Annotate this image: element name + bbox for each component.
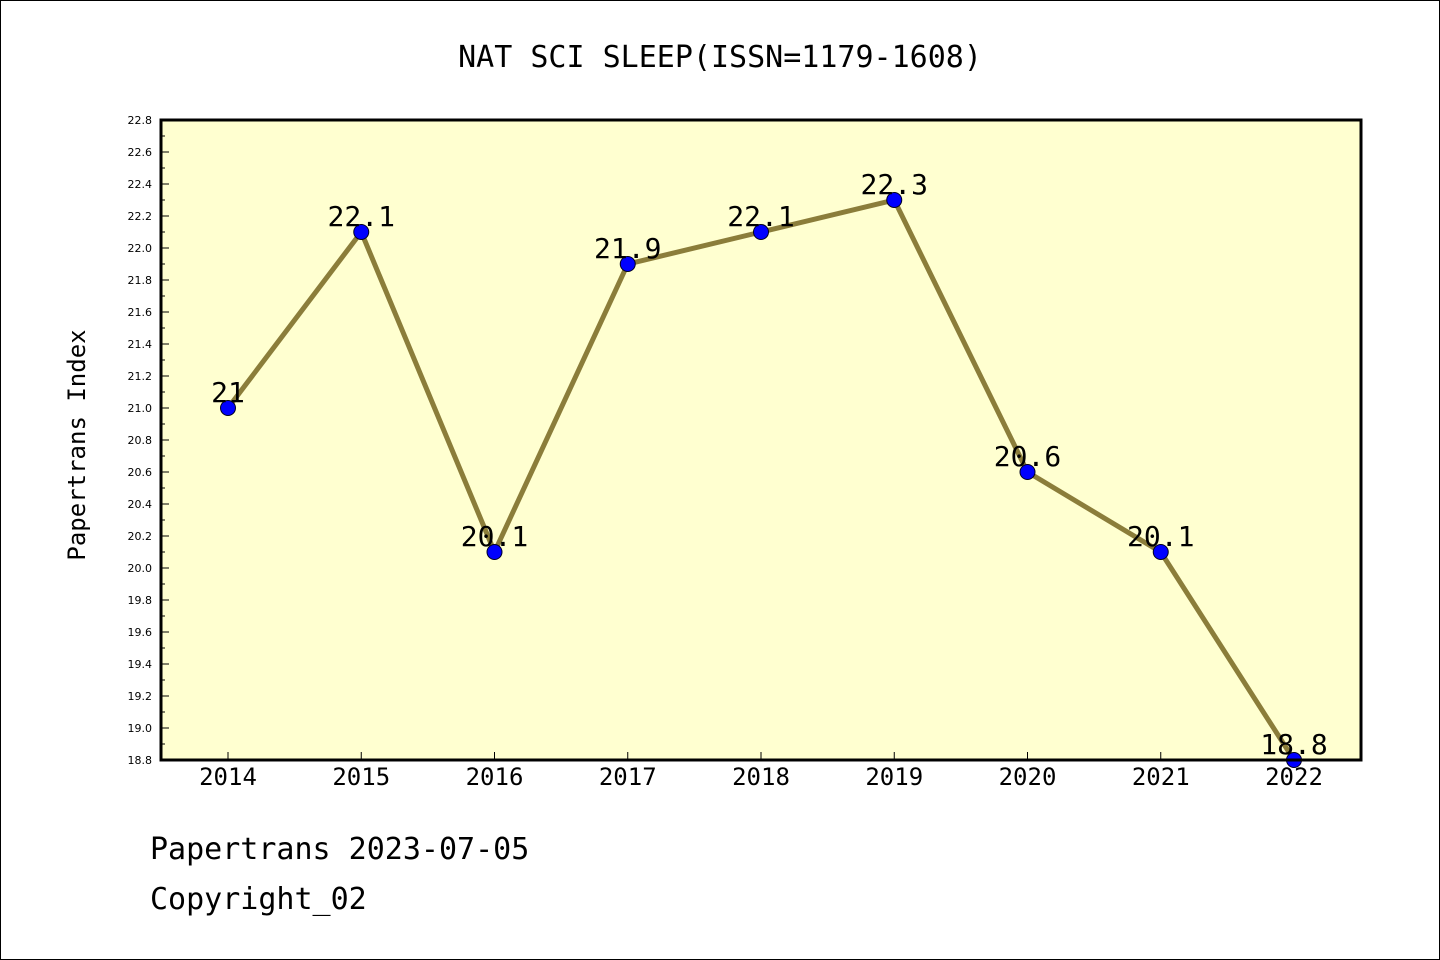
x-tick-label: 2020 <box>999 763 1057 791</box>
y-tick-label: 20.0 <box>128 562 153 575</box>
data-point <box>1019 464 1036 480</box>
y-tick-label: 21.8 <box>128 274 153 287</box>
data-label: 20.1 <box>1127 520 1194 553</box>
y-tick-label: 22.2 <box>128 210 153 223</box>
x-tick-label: 2018 <box>732 763 790 791</box>
data-point <box>353 224 370 240</box>
y-tick-label: 21.0 <box>128 402 153 415</box>
plot-border <box>159 118 1363 762</box>
y-axis-label: Papertrans Index <box>63 329 91 560</box>
y-tick-label: 19.6 <box>128 626 153 639</box>
data-point <box>220 400 236 416</box>
footer-copyright: Copyright_02 <box>150 882 367 917</box>
y-tick-label: 18.8 <box>128 754 153 767</box>
data-point <box>753 224 769 240</box>
y-tick-label: 20.6 <box>128 466 153 479</box>
data-label: 22.1 <box>727 200 794 233</box>
data-point <box>1152 544 1169 560</box>
data-label: 20.6 <box>994 440 1061 473</box>
y-tick-label: 22.4 <box>128 178 153 191</box>
footer-date: Papertrans 2023-07-05 <box>150 832 530 867</box>
y-tick-label: 19.0 <box>128 722 153 735</box>
y-tick-label: 20.8 <box>128 434 153 447</box>
y-tick-label: 21.2 <box>128 370 153 383</box>
x-tick-label: 2014 <box>199 763 257 791</box>
data-label: 18.8 <box>1260 728 1327 761</box>
x-tick-label: 2016 <box>466 763 524 791</box>
x-tick-label: 2019 <box>865 763 923 791</box>
series-group: 21 22.1 20.1 21.9 22.1 22.3 20.6 20.1 18.8 <box>211 168 1328 768</box>
data-point <box>486 544 503 560</box>
y-tick-label: 22.0 <box>128 242 153 255</box>
data-label: 21.9 <box>594 232 661 265</box>
y-tick-label: 22.8 <box>128 114 153 127</box>
y-tick-label: 19.4 <box>128 658 153 671</box>
y-tick-label: 19.8 <box>128 594 153 607</box>
y-tick-label: 21.6 <box>128 306 153 319</box>
data-label: 22.3 <box>861 168 928 201</box>
data-point <box>619 256 636 272</box>
chart-title: NAT SCI SLEEP(ISSN=1179-1608) <box>458 40 982 75</box>
y-tick-label: 20.4 <box>128 498 153 511</box>
data-label: 20.1 <box>461 520 528 553</box>
x-tick-label: 2015 <box>332 763 390 791</box>
y-tick-label: 20.2 <box>128 530 153 543</box>
x-axis: 2014 2015 2016 2017 2018 2019 2020 2021 2022 <box>199 752 1323 791</box>
data-label: 21 <box>211 376 245 409</box>
y-tick-label: 22.6 <box>128 146 153 159</box>
y-tick-label: 19.2 <box>128 690 153 703</box>
data-label: 22.1 <box>328 200 395 233</box>
data-point <box>886 192 903 208</box>
x-tick-label: 2021 <box>1132 763 1190 791</box>
x-tick-label: 2017 <box>599 763 657 791</box>
y-tick-label: 21.4 <box>128 338 153 351</box>
